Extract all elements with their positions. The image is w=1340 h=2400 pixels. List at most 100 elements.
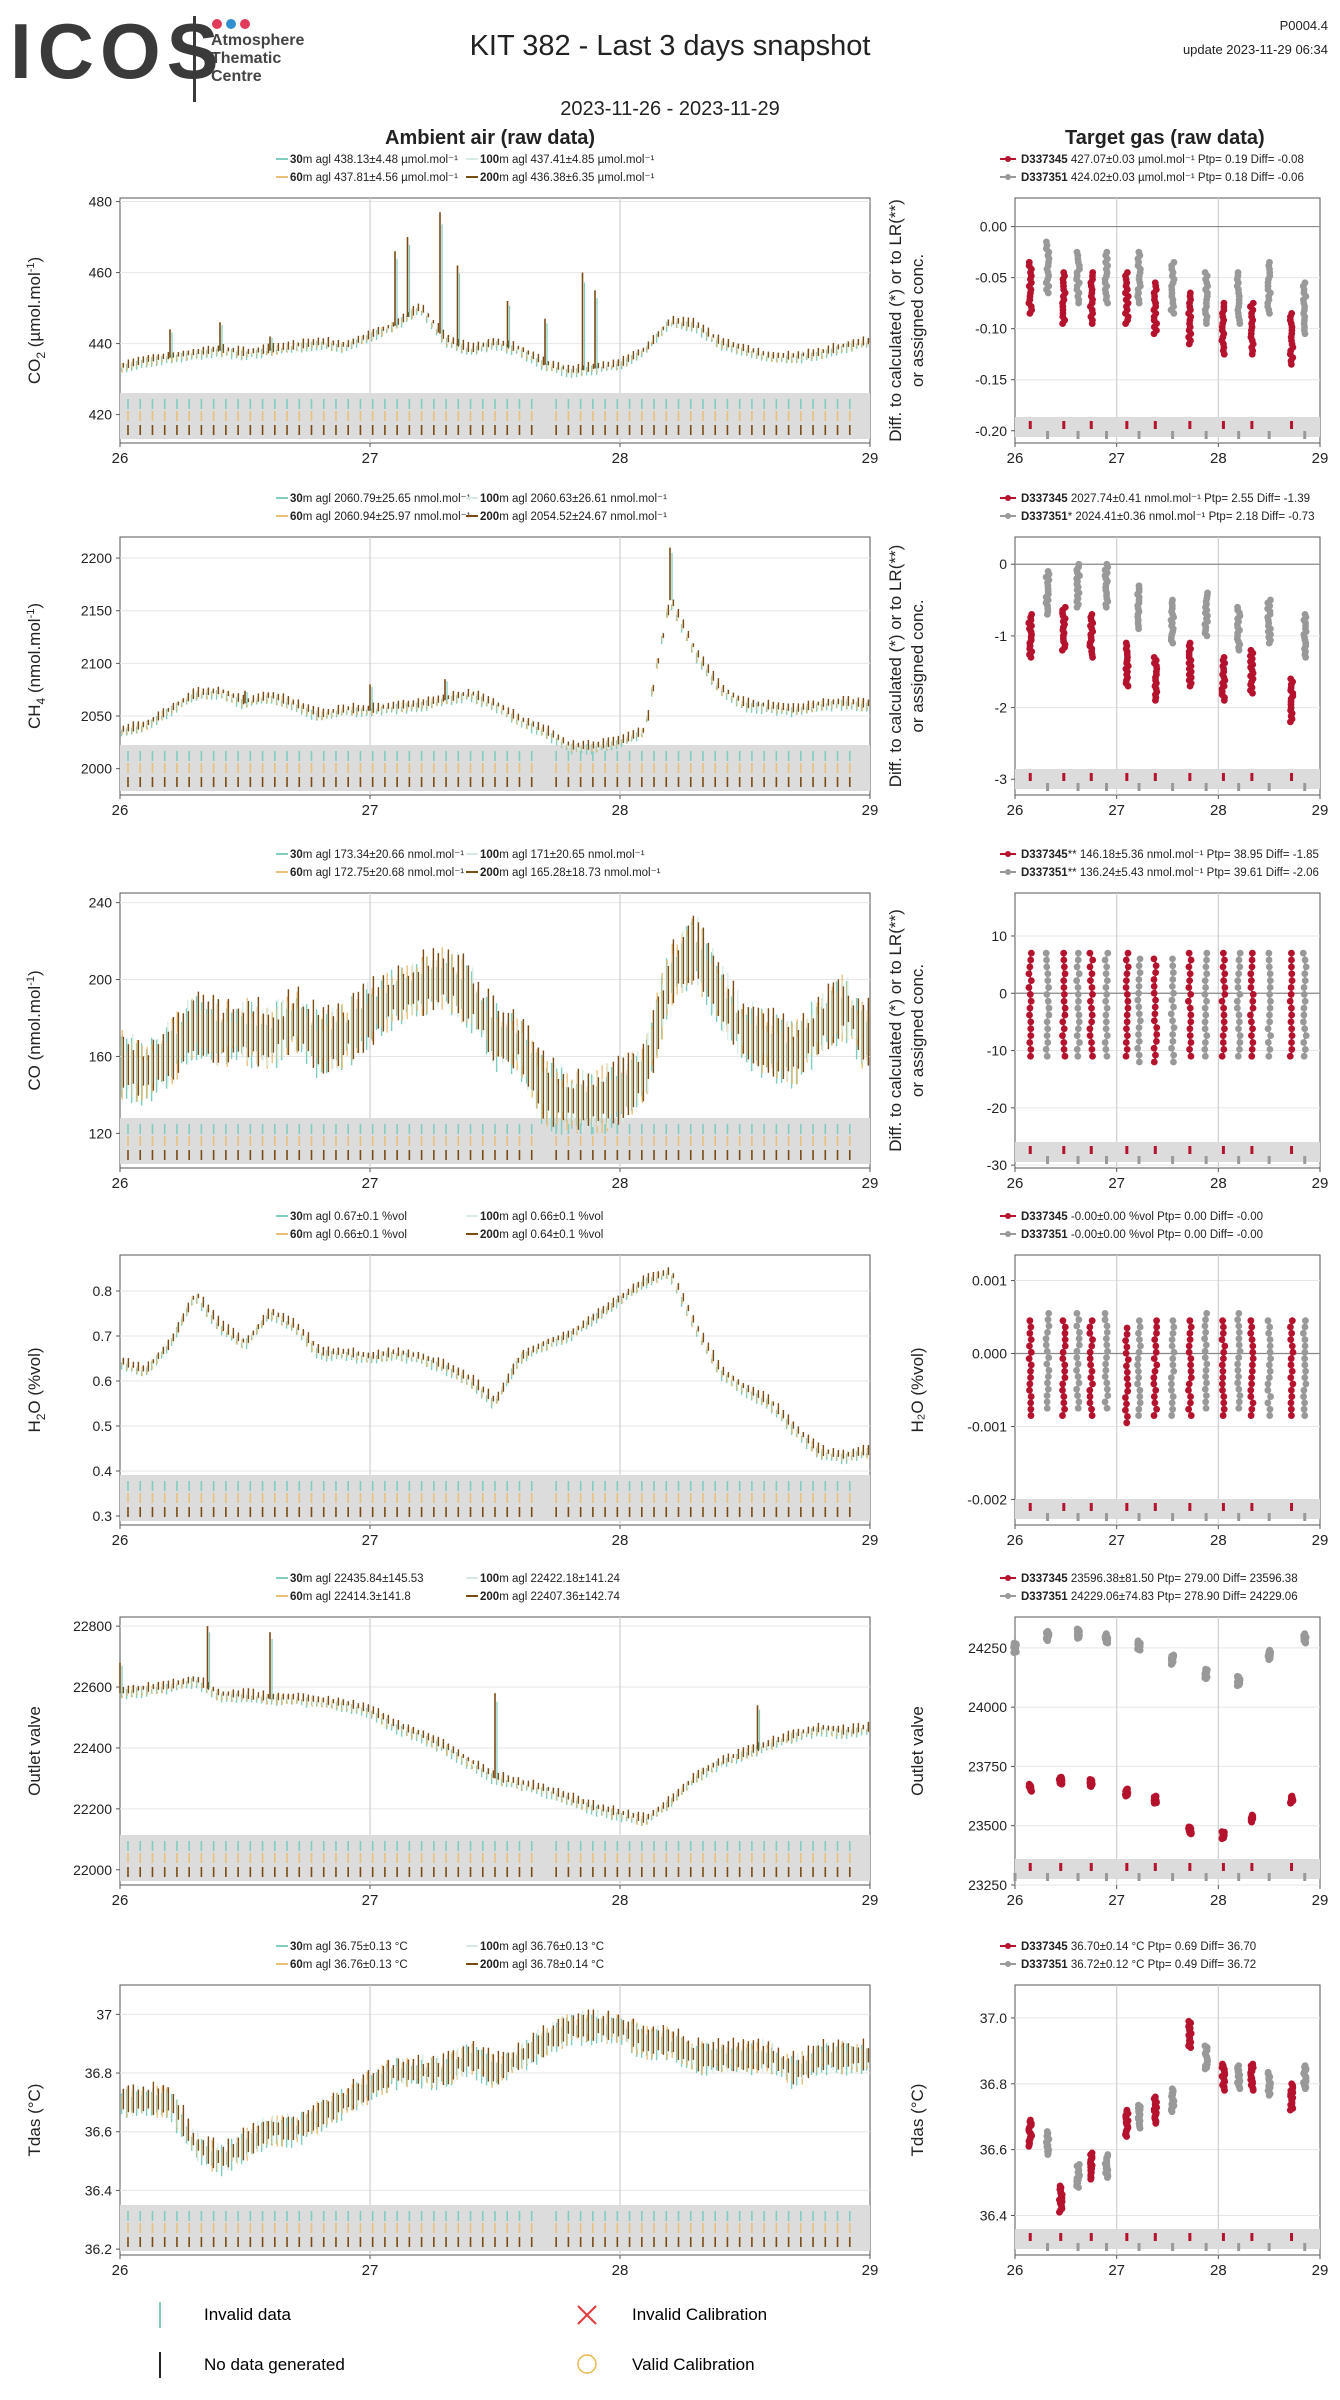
- logo-subtitle-line: Centre: [211, 68, 262, 85]
- y-tick-label: -0.15: [975, 372, 1007, 388]
- y-tick-label: 120: [89, 1125, 113, 1141]
- legend-entry: 30m agl 22435.84±145.53: [290, 1573, 424, 1585]
- x-tick-label: 27: [362, 2262, 379, 2279]
- legend-entry: 30m agl 0.67±0.1 %vol: [290, 1211, 407, 1223]
- logo-dot-pink: [240, 19, 250, 29]
- y-tick-label: 0.8: [93, 1283, 113, 1299]
- y-tick-label: 22800: [73, 1618, 112, 1634]
- logo-subtitle-line: Atmosphere: [211, 32, 305, 49]
- x-tick-label: 29: [862, 1532, 879, 1549]
- date-range: 2023-11-26 - 2023-11-29: [560, 98, 780, 120]
- logo-divider: [193, 16, 196, 102]
- x-tick-label: 28: [612, 1532, 629, 1549]
- x-tick-label: 27: [362, 1892, 379, 1909]
- legend-entry: 100m agl 171±20.65 nmol.mol⁻¹: [480, 849, 645, 861]
- y-tick-label: -0.10: [975, 321, 1007, 337]
- ambient-chart-5: 36.2 36.4 36.6 36.8 37 26 27 28 29 Tdas (°C) 30m a…: [25, 1941, 878, 2279]
- y-tick-label: 22000: [73, 1862, 112, 1878]
- x-tick-label: 28: [1210, 450, 1227, 467]
- legend-entry: 200m agl 2054.52±24.67 nmol.mol⁻¹: [480, 511, 667, 523]
- legend-entry: 60m agl 22414.3±141.8: [290, 1591, 411, 1603]
- y-tick-label: 160: [89, 1048, 113, 1064]
- icos-logo: ICOS: [10, 7, 225, 95]
- y-axis-label: Diff. to calculated (*) or to LR(**): [886, 199, 905, 442]
- legend-entry: D337351 424.02±0.03 µmol.mol⁻¹ Ptp= 0.18…: [1021, 172, 1304, 184]
- y-tick-label: 22200: [73, 1801, 112, 1817]
- y-tick-label: 0.3: [93, 1508, 113, 1524]
- legend-entry: 100m agl 22422.18±141.24: [480, 1573, 621, 1585]
- legend-entry: 200m agl 165.28±18.73 nmol.mol⁻¹: [480, 867, 661, 879]
- legend-entry: 30m agl 438.13±4.48 µmol.mol⁻¹: [290, 154, 458, 166]
- y-tick-label: 2100: [81, 655, 112, 671]
- y-axis-label: CH4 (nmol.mol-1): [25, 603, 48, 729]
- ambient-chart-4: 22000 22200 22400 22600 22800 26 27 28 29 Outlet …: [25, 1573, 878, 1909]
- legend-entry: 200m agl 22407.36±142.74: [480, 1591, 621, 1603]
- logo-dots: [212, 16, 254, 34]
- legend-entry: 30m agl 2060.79±25.65 nmol.mol⁻¹: [290, 493, 471, 505]
- legend-entry: 60m agl 437.81±4.56 µmol.mol⁻¹: [290, 172, 458, 184]
- y-tick-label: 22400: [73, 1740, 112, 1756]
- ambient-chart-1: 2000 2050 2100 2150 2200 26 27 28 29 CH4 (nmol.mo…: [25, 493, 878, 819]
- y-tick-label: 240: [89, 895, 113, 911]
- page-code: P0004.4: [1279, 18, 1328, 33]
- legend-entry: 60m agl 172.75±20.68 nmol.mol⁻¹: [290, 867, 464, 879]
- y-tick-label: 2000: [81, 761, 112, 777]
- legend-entry: 60m agl 2060.94±25.97 nmol.mol⁻¹: [290, 511, 471, 523]
- y-tick-label: 200: [89, 972, 113, 988]
- legend-entry: 100m agl 36.76±0.13 °C: [480, 1941, 604, 1953]
- y-axis-label: CO2 (µmol.mol-1): [25, 257, 48, 384]
- y-tick-label: 440: [89, 336, 113, 352]
- charts-canvas: 420 440 460 480 26 27 28 29 CO2 (µmol.mol-1) 30m …: [25, 154, 1328, 2279]
- legend-entry: 100m agl 0.66±0.1 %vol: [480, 1211, 603, 1223]
- y-tick-label: 420: [89, 407, 113, 423]
- y-tick-label: 37: [96, 2006, 112, 2022]
- logo-subtitle-line: Thematic: [211, 50, 282, 67]
- y-tick-label: 0.7: [93, 1328, 113, 1344]
- legend-entry: 100m agl 437.41±4.85 µmol.mol⁻¹: [480, 154, 655, 166]
- logo-dot-blue: [226, 19, 236, 29]
- x-tick-label: 26: [1007, 450, 1024, 467]
- logo-subtitle: Atmosphere Thematic Centre: [211, 32, 304, 86]
- x-tick-label: 29: [862, 1175, 879, 1192]
- y-tick-label: 2200: [81, 550, 112, 566]
- y-tick-label: 0.6: [93, 1373, 113, 1389]
- y-tick-label: 2050: [81, 708, 112, 724]
- x-tick-label: 26: [112, 1175, 129, 1192]
- y-axis-label: Tdas (°C): [25, 2084, 44, 2157]
- ambient-chart-2: 120 160 200 240 26 27 28 29 CO (nmol.mol-1) 30m a…: [25, 849, 878, 1192]
- logo-dot-red: [212, 19, 222, 29]
- x-tick-label: 28: [612, 1892, 629, 1909]
- x-tick-label: 27: [1108, 450, 1125, 467]
- update-timestamp: update 2023-11-29 06:34: [1182, 42, 1328, 57]
- y-tick-label: 0.00: [980, 219, 1007, 235]
- legend-entry: 200m agl 436.38±6.35 µmol.mol⁻¹: [480, 172, 655, 184]
- y-tick-label: 36.2: [85, 2241, 112, 2257]
- y-tick-label: 36.8: [85, 2065, 112, 2081]
- ambient-chart-0: 420 440 460 480 26 27 28 29 CO2 (µmol.mol-1) 30m …: [25, 154, 878, 467]
- y-axis-label: H2O (%vol): [25, 1347, 48, 1432]
- x-tick-label: 27: [362, 802, 379, 819]
- y-axis-label: Outlet valve: [25, 1706, 44, 1796]
- x-tick-label: 26: [112, 450, 129, 467]
- x-tick-label: 26: [112, 2262, 129, 2279]
- x-tick-label: 26: [112, 802, 129, 819]
- x-tick-label: 29: [862, 2262, 879, 2279]
- legend-entry: 30m agl 36.75±0.13 °C: [290, 1941, 408, 1953]
- legend-entry: D337345 427.07±0.03 µmol.mol⁻¹ Ptp= 0.19…: [1021, 154, 1304, 166]
- y-tick-label: -0.05: [975, 270, 1007, 286]
- x-tick-label: 26: [112, 1532, 129, 1549]
- x-tick-label: 27: [362, 1175, 379, 1192]
- legend-entry: 100m agl 2060.63±26.61 nmol.mol⁻¹: [480, 493, 667, 505]
- legend-entry: 200m agl 0.64±0.1 %vol: [480, 1229, 603, 1241]
- x-tick-label: 27: [362, 1532, 379, 1549]
- y-tick-label: 22600: [73, 1679, 112, 1695]
- y-axis-label: or assigned conc.: [908, 254, 927, 387]
- x-tick-label: 29: [1312, 450, 1329, 467]
- legend-entry: 60m agl 0.66±0.1 %vol: [290, 1229, 407, 1241]
- page-title: KIT 382 - Last 3 days snapshot: [469, 30, 871, 62]
- x-tick-label: 28: [612, 450, 629, 467]
- legend-dot: [1005, 174, 1011, 180]
- y-axis-label: CO (nmol.mol-1): [25, 970, 44, 1090]
- target-gas-title: Target gas (raw data): [1065, 127, 1265, 149]
